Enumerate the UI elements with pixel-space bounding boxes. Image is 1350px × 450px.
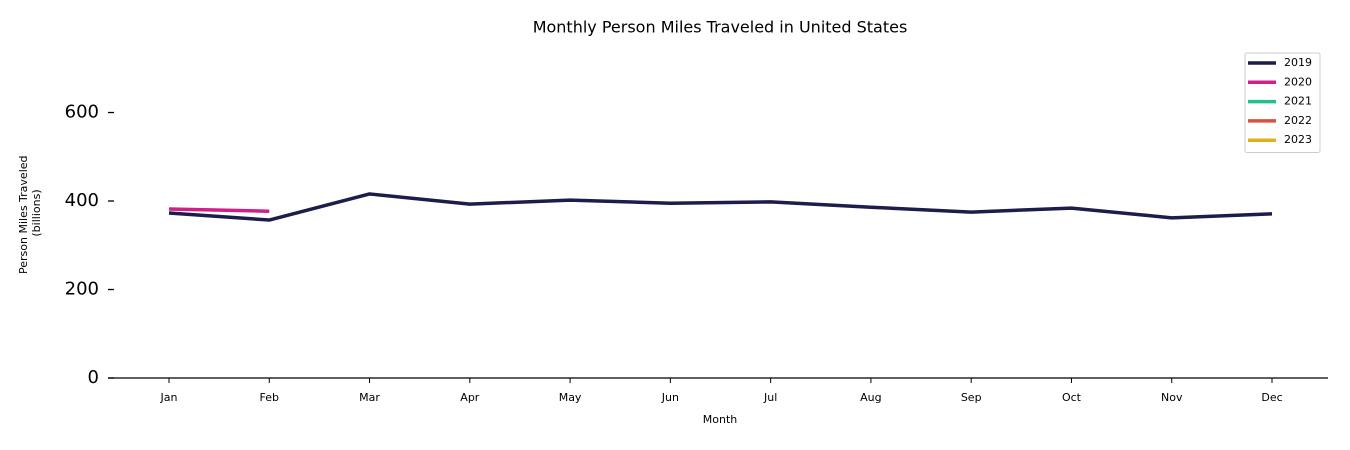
chart-title: Monthly Person Miles Traveled in United … — [533, 18, 908, 37]
x-tick-label: Nov — [1161, 391, 1183, 404]
x-tick-label: Jun — [661, 391, 679, 404]
y-tick-label: 400 — [65, 190, 99, 211]
x-axis-label: Month — [703, 413, 738, 426]
legend-label: 2021 — [1284, 95, 1312, 108]
y-axis-label-line: (billions) — [30, 189, 43, 236]
y-axis-label-line: Person Miles Traveled — [17, 155, 30, 274]
x-tick-label: Jan — [160, 391, 178, 404]
x-tick-label: May — [559, 391, 582, 404]
x-tick-label: Jul — [763, 391, 777, 404]
legend-label: 2023 — [1284, 133, 1312, 146]
y-tick-label: 0 — [88, 367, 99, 388]
series-line — [168, 192, 1273, 222]
x-tick-label: Apr — [460, 391, 480, 404]
y-axis-label: Person Miles Traveled (billions) — [17, 152, 43, 274]
x-tick-label: Sep — [961, 391, 982, 404]
y-tick-label: 200 — [65, 279, 99, 300]
x-tick-label: Oct — [1062, 391, 1082, 404]
x-tick-label: Dec — [1261, 391, 1282, 404]
series-line — [168, 207, 270, 213]
legend-label: 2020 — [1284, 75, 1312, 88]
y-tick-label: 600 — [65, 102, 99, 123]
x-tick-label: Aug — [860, 391, 881, 404]
legend-label: 2022 — [1284, 114, 1312, 127]
x-tick-label: Mar — [359, 391, 380, 404]
legend-box — [1244, 52, 1321, 153]
legend-label: 2019 — [1284, 56, 1312, 69]
x-tick-label: Feb — [260, 391, 279, 404]
